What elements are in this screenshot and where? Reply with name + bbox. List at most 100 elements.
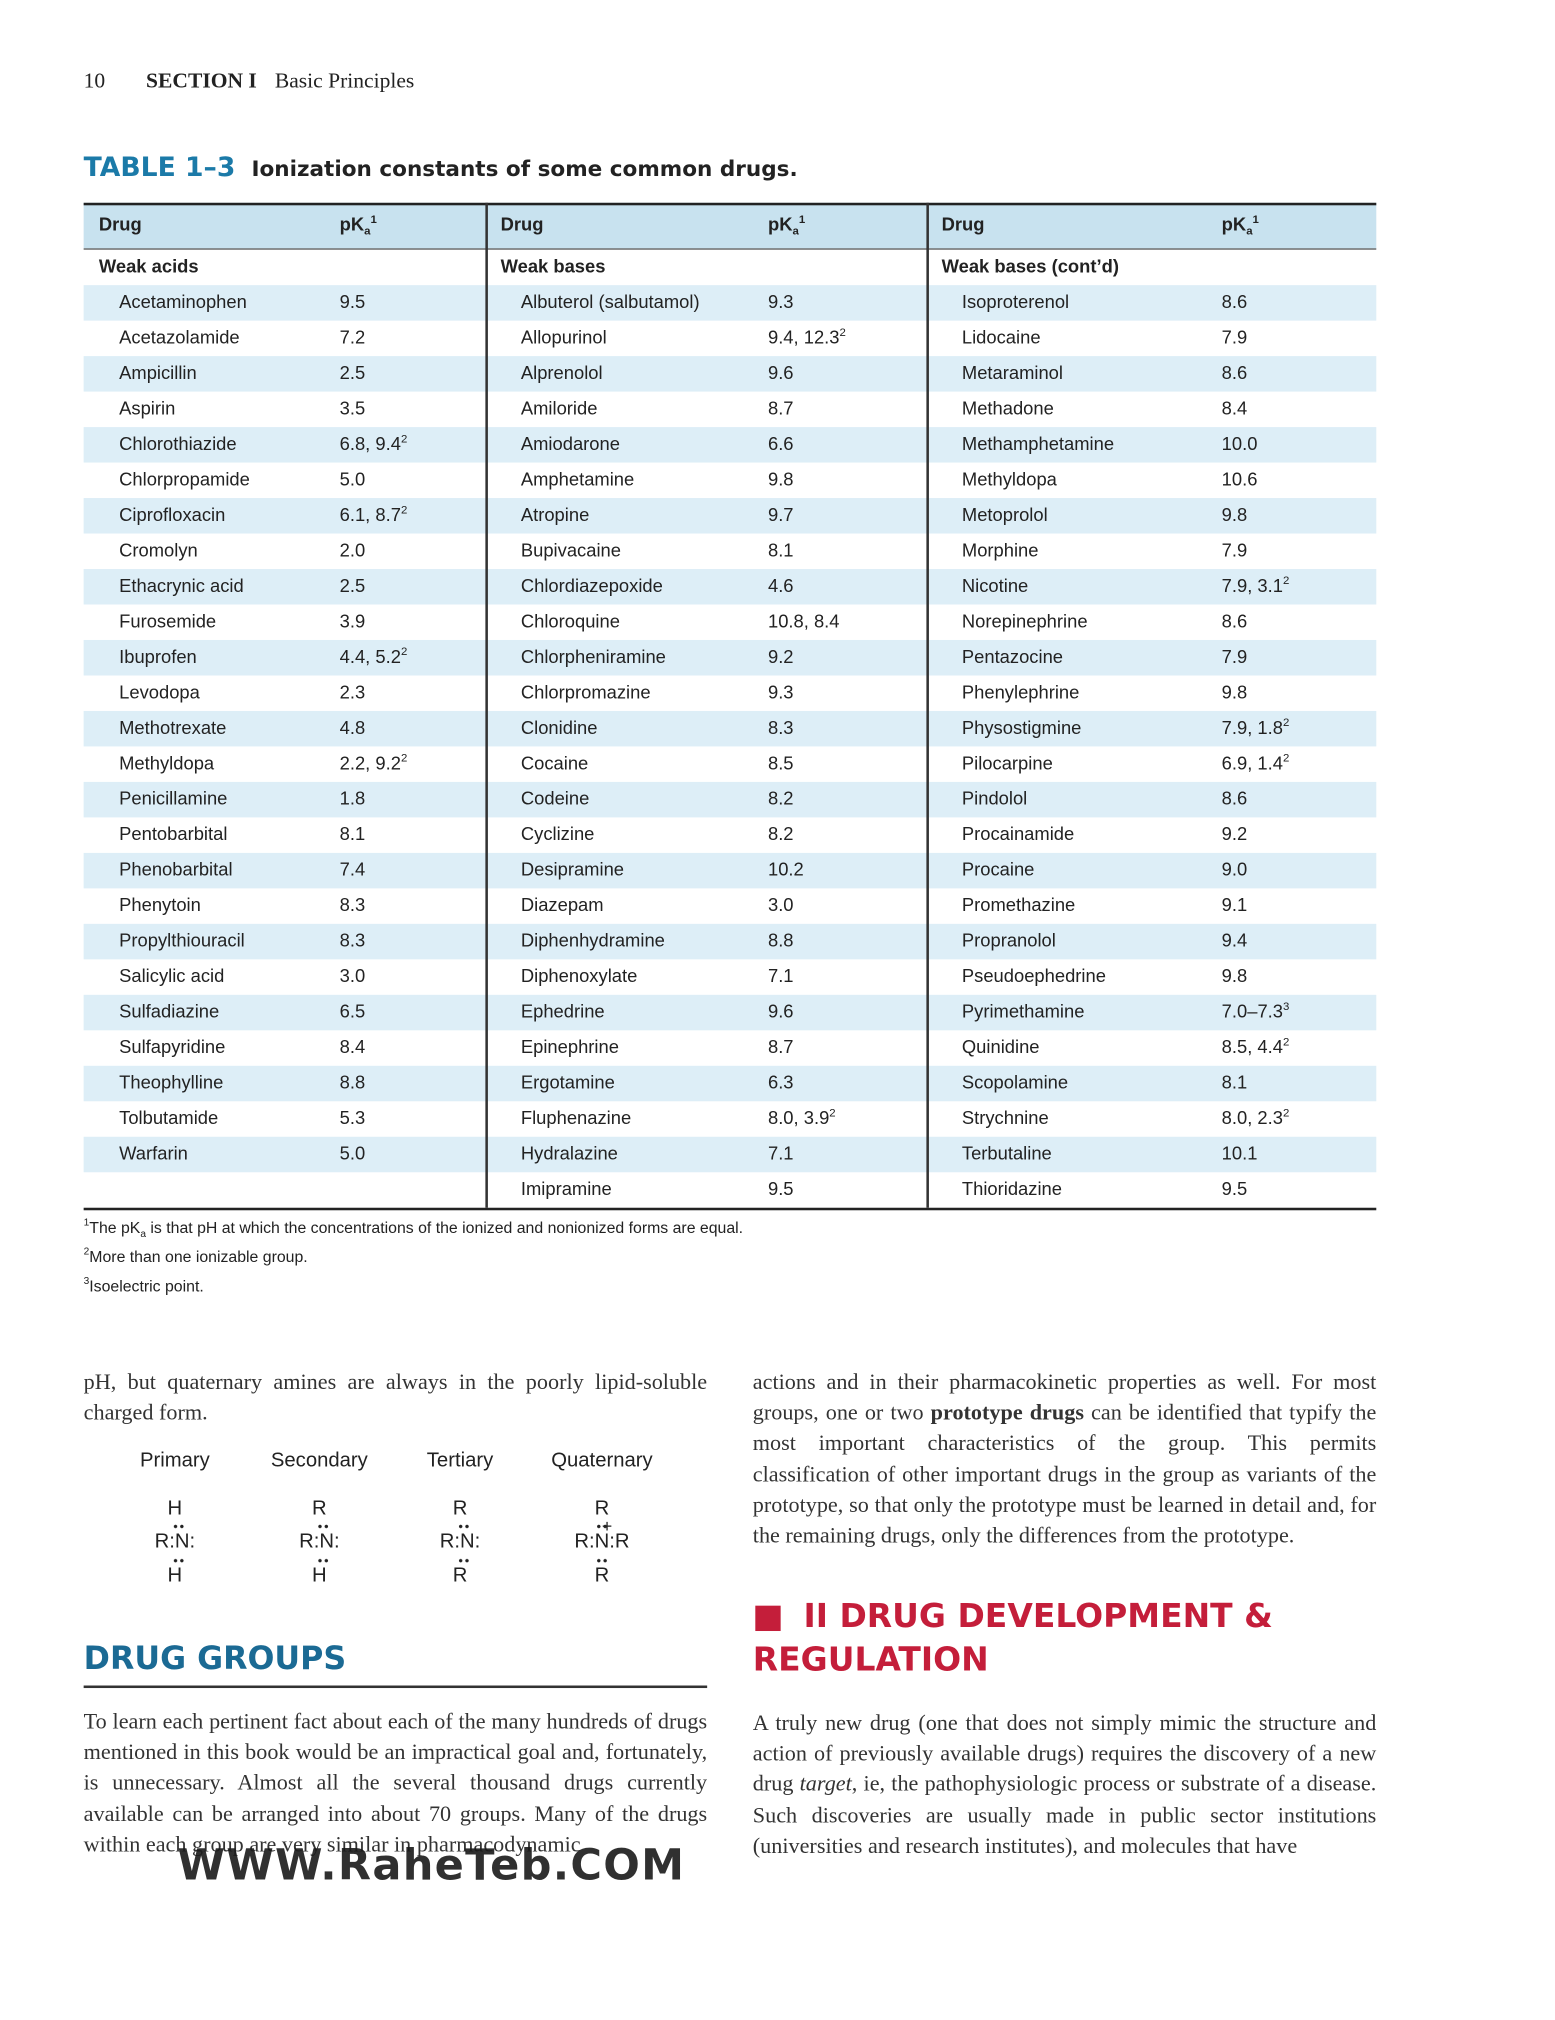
drug-name: Methadone [961,399,1054,420]
drug-name: Alprenolol [520,363,603,384]
atom-bottom: R [594,1565,610,1587]
amine-label: Primary [139,1449,210,1472]
pka-value: 1.8 [340,782,366,817]
pka-value: 8.3 [340,924,366,959]
pka: 9.8 [767,470,794,491]
drug-name: Penicillamine [119,789,228,810]
drug-name: Fluphenazine [520,1108,632,1130]
drug-name: Epinephrine [520,1037,619,1059]
pka-value: 9.3 [768,285,794,320]
footnote-ref: 2 [400,503,408,516]
column-rule [926,202,929,1208]
running-header: 10 SECTION I Basic Principles [84,68,415,93]
drug-name: Ciprofloxacin [119,505,226,526]
pka-value: 8.3 [768,711,794,746]
pka-value: 5.0 [340,1137,366,1172]
pk-sup: 1 [370,212,377,226]
pka-value: 9.8 [1222,498,1248,533]
pka: 9.3 [767,292,794,314]
pka: 6.6 [767,434,794,455]
row-stripe [83,852,1377,889]
row-stripe [83,639,1377,676]
pka-value: 7.9 [1222,534,1248,569]
watermark: WWW.RaheTeb.COM [177,1840,686,1891]
footnote-ref: 2 [1282,716,1290,729]
atom-bottom: H [167,1565,183,1587]
drug-name: Lidocaine [961,328,1041,349]
pka: 9.5 [767,1179,794,1201]
drug-name: Methyldopa [961,470,1057,491]
pka-value: 4.8 [340,711,366,746]
amine-label: Secondary [270,1449,368,1472]
section-label: SECTION I [146,68,257,93]
pka: 3.0 [767,895,794,917]
atom-top: R [312,1497,327,1520]
pka: 9.4, 12.3 [767,328,840,349]
drug-name: Cyclizine [520,825,595,846]
pka: 6.8, 9.4 [339,434,401,455]
pka: 9.2 [1221,825,1248,846]
drug-name: Chloroquine [520,612,620,633]
drug-name: Methamphetamine [961,434,1115,455]
pka: 5.0 [339,470,366,491]
drug-name: Promethazine [961,895,1076,917]
pka-value: 8.2 [768,782,794,817]
pka: 2.2, 9.2 [339,754,401,775]
pka: 8.3 [339,895,366,917]
drug-name: Norepinephrine [961,612,1088,633]
atom-middle: R:N:R [574,1530,630,1553]
pka: 7.9 [1221,647,1248,668]
atom-top: R [452,1497,468,1520]
pka-value: 9.8 [768,463,794,498]
row-stripe [83,285,1377,321]
amine-label: Quaternary [551,1449,653,1472]
footnote: 2More than one ionizable group. [84,1246,308,1266]
pka: 10.8, 8.4 [767,612,840,633]
header-rule [83,248,1377,250]
electron-pair [316,1524,330,1529]
drug-name: Sulfapyridine [119,1037,226,1059]
footnote-text: Isoelectric point. [89,1277,204,1296]
pka-value: 9.2 [1222,817,1248,852]
pka: 4.6 [767,576,794,597]
pka: 7.9, 3.1 [1221,576,1283,597]
charge: + [601,1515,613,1536]
column-header: Drug [98,215,142,236]
row-stripe [83,1065,1377,1102]
pka-value: 9.6 [768,356,794,391]
row-stripe [83,781,1377,818]
rule [83,1685,708,1689]
pka-value: 7.4 [340,853,366,888]
pka: 10.2 [767,860,804,881]
pka: 7.9 [1221,541,1248,562]
atom-middle: R:N: [299,1530,340,1553]
pka-value: 8.6 [1222,782,1248,817]
electron-pair [457,1524,471,1529]
drug-name: Nicotine [961,576,1029,597]
pka: 8.6 [1221,789,1248,810]
drug-name: Acetaminophen [119,292,247,314]
group-label: Weak bases [500,257,606,278]
pka: 8.0, 3.9 [767,1108,830,1130]
pka: 8.5, 4.4 [1221,1037,1283,1059]
drug-name: Chlorpheniramine [520,647,666,668]
pk-sub: a [792,224,799,237]
pka-value: 8.6 [1222,356,1248,391]
drug-name: Ibuprofen [119,647,197,668]
pka-value: 3.5 [340,392,366,427]
pk: pK [1221,215,1247,236]
pka: 2.0 [339,541,366,562]
pka: 9.2 [767,647,794,668]
pka: 8.2 [767,789,794,810]
drug-name: Metaraminol [961,363,1063,384]
paragraph: actions and in their pharmacokinetic pro… [753,1366,1377,1550]
pka: 8.6 [1221,363,1248,384]
atom-bottom: H [312,1565,327,1587]
group-label: Weak bases (cont’d) [941,257,1119,278]
pka: 9.4 [1221,931,1248,952]
electron-pair [172,1524,186,1529]
drug-name: Sulfadiazine [119,1002,220,1023]
drug-name: Acetazolamide [119,328,240,349]
pka: 8.8 [767,931,794,952]
text-run: actions and in their pharmacokinetic pro… [752,1368,1377,1425]
